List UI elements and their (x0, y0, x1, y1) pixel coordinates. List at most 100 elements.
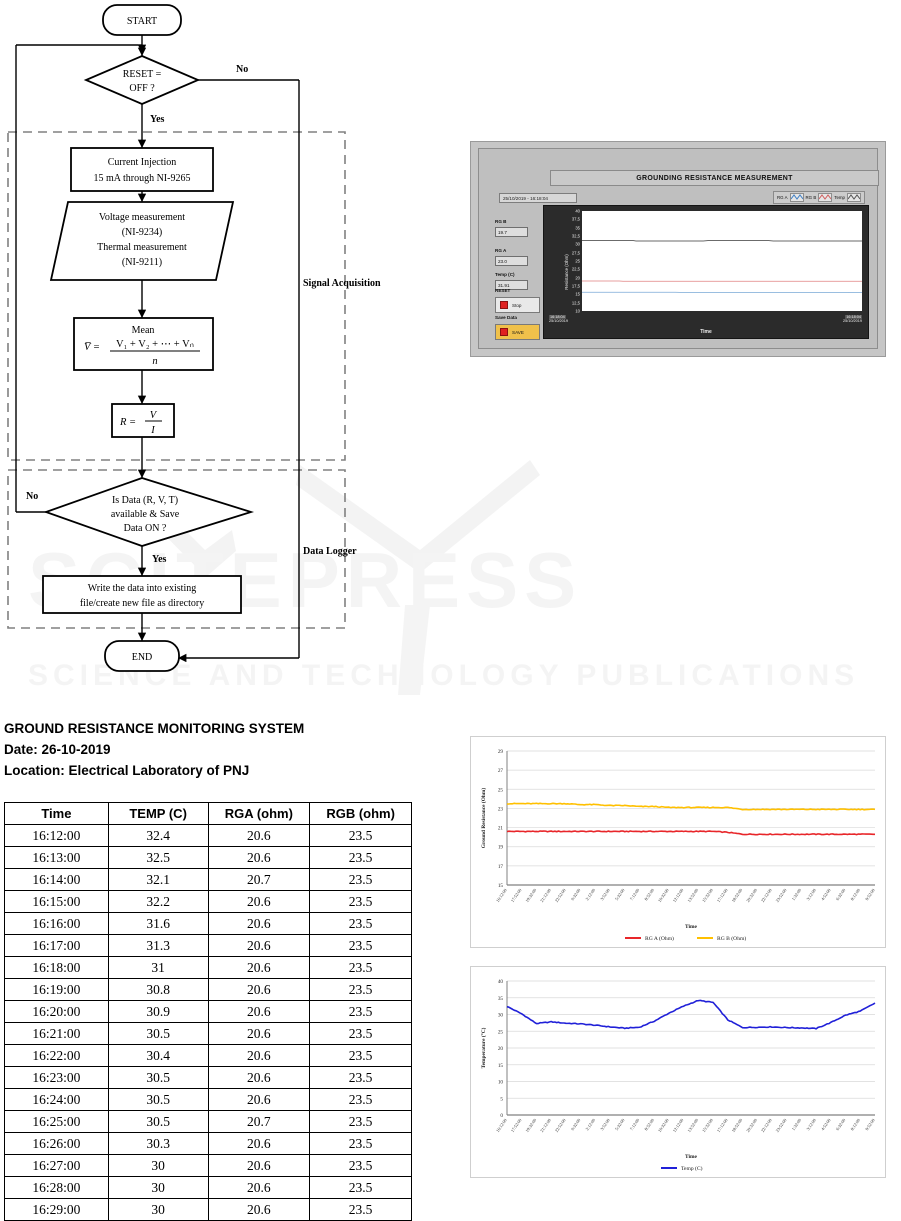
table-cell: 23.5 (309, 1088, 412, 1111)
table-cell: 23.5 (309, 846, 412, 869)
temp-svg-legend-0: Temp (C) (681, 1165, 703, 1172)
temp-svg-ytick: 15 (498, 1063, 504, 1069)
labview-chart-end-date: 25/10/2019 (842, 319, 862, 324)
res-svg-xtick: 2:12:00 (585, 888, 597, 902)
flowchart-end-node: END (104, 640, 180, 672)
res-svg-ytick: 15 (498, 883, 504, 889)
table-cell: 16:23:00 (4, 1066, 109, 1089)
table-cell: 31 (107, 956, 209, 979)
table-cell: 30.3 (107, 1132, 209, 1155)
labview-ytick-10: 15 (575, 291, 580, 297)
table-cell: 16:14:00 (4, 868, 109, 891)
labview-chart-end-timestamp: 16:18:04 25/10/2019 (842, 314, 862, 324)
temp-svg-xtick: 10:32:00 (657, 1118, 670, 1133)
table-row: 16:18:00 31 20.6 23.5 (4, 956, 412, 979)
table-cell: 32.1 (107, 868, 209, 891)
res-svg-xtick: 4:52:00 (820, 888, 832, 902)
flowchart-process-mean: Mean V̅ = V₁ + V₂ + ⋯ + Vₙ n (73, 317, 214, 371)
table-cell: 20.6 (207, 1176, 311, 1199)
table-cell: 16:22:00 (4, 1044, 109, 1067)
mean-numerator: V₁ + V₂ + ⋯ + Vₙ (116, 339, 194, 350)
report-title: GROUND RESISTANCE MONITORING SYSTEM (4, 721, 305, 736)
labview-ytick-7: 22,5 (571, 266, 580, 272)
decision-reset-line2: OFF ? (129, 83, 155, 94)
indicator-label-temp: Temp (C) (495, 272, 515, 277)
table-row: 16:21:00 30.5 20.6 23.5 (4, 1022, 412, 1045)
res-svg-ytick: 21 (498, 826, 504, 832)
temp-svg-ytick: 5 (500, 1096, 503, 1102)
labview-chart-plot-area: 40 37,5 35 32,5 30 27,5 25 22,5 20 17,5 … (572, 209, 863, 314)
measurement-data-table: Time TEMP (C) RGA (ohm) RGB (ohm) 16:12:… (4, 802, 412, 1221)
ground-resistance-chart: 15 17 19 21 23 25 27 29 16:12:00 17:52:00 19:32:00… (470, 736, 886, 948)
labview-ytick-5: 27,5 (571, 250, 580, 256)
indicator-value-rga: 23.0 (495, 256, 528, 266)
report-location: Location: Electrical Laboratory of PNJ (4, 763, 250, 778)
table-cell: 20.6 (207, 934, 311, 957)
mean-title: Mean (132, 325, 155, 336)
legend-style-rga-icon[interactable] (789, 193, 804, 202)
flowchart-io-measurement: Voltage measurement (NI-9234) Thermal me… (49, 201, 235, 281)
table-cell: 32.4 (107, 824, 209, 847)
save-data-group-label: Save Data (495, 315, 517, 320)
temp-svg-xtick: 23:52:00 (775, 1118, 788, 1133)
table-cell: 30.5 (107, 1066, 209, 1089)
temp-svg-xtick: 17:52:00 (510, 1118, 523, 1133)
table-cell: 20.6 (207, 890, 311, 913)
table-cell: 23.5 (309, 1132, 412, 1155)
temp-svg-xtick: 13:52:00 (686, 1118, 699, 1133)
res-svg-xtick: 16:12:00 (495, 888, 508, 903)
stop-button[interactable]: Stop (495, 297, 540, 313)
temp-svg-ytick: 30 (498, 1013, 504, 1019)
temp-svg-ytick: 10 (498, 1080, 504, 1086)
branch-label-no-2: No (26, 491, 38, 502)
current-injection-line1: Current Injection (108, 157, 177, 168)
temp-svg-xtick: 18:52:00 (730, 1118, 743, 1133)
table-cell: 16:25:00 (4, 1110, 109, 1133)
res-svg-xtick: 0:32:00 (570, 888, 582, 902)
decision-data-line3: Data ON ? (124, 523, 167, 534)
table-cell: 23.5 (309, 1066, 412, 1089)
labview-ytick-3: 32,5 (571, 233, 580, 239)
col-header-rgb: RGB (ohm) (309, 802, 412, 825)
temp-svg-xtick: 4:52:00 (820, 1118, 832, 1132)
labview-plot-legend[interactable]: RG A RG B Temp (773, 191, 865, 204)
temp-svg-xtick: 3:52:00 (599, 1118, 611, 1132)
table-body: 16:12:00 32.4 20.6 23.5 16:13:00 32.5 20.6 23.5… (4, 824, 412, 1221)
table-row: 16:13:00 32.5 20.6 23.5 (4, 846, 412, 869)
table-row: 16:27:00 30 20.6 23.5 (4, 1154, 412, 1177)
table-cell: 20.7 (207, 1110, 311, 1133)
table-cell: 31.3 (107, 934, 209, 957)
indicator-label-rga: RG A (495, 248, 507, 253)
write-line2: file/create new file as directory (80, 598, 204, 609)
flowchart-start-node: START (102, 4, 182, 36)
temp-svg-ytick: 25 (498, 1029, 504, 1035)
group-signal-acquisition-box (7, 131, 346, 461)
legend-style-temp-icon[interactable] (847, 193, 861, 202)
labview-ytick-9: 17,5 (571, 283, 580, 289)
table-cell: 32.2 (107, 890, 209, 913)
table-cell: 30.8 (107, 978, 209, 1001)
labview-panel-body: GROUNDING RESISTANCE MEASUREMENT 25/10/2… (478, 148, 879, 349)
temp-svg-xtick: 7:12:00 (629, 1118, 641, 1132)
temp-svg-xtick: 2:12:00 (585, 1118, 597, 1132)
branch-label-no-1: No (236, 64, 248, 75)
res-svg-ytick: 23 (498, 806, 504, 812)
labview-chart-start-time: 16:18:04 (549, 314, 566, 320)
temp-svg-xtick: 19:32:00 (524, 1118, 537, 1133)
temp-svg-xtick: 8:52:00 (643, 1118, 655, 1132)
group-label-signal-acquisition: Signal Acquisition (303, 278, 381, 289)
labview-chart-xlabel: Time (700, 329, 712, 335)
temp-svg-ytick: 0 (500, 1113, 503, 1119)
table-row: 16:24:00 30.5 20.6 23.5 (4, 1088, 412, 1111)
indicator-value-rgb: 19.7 (495, 227, 528, 237)
save-button[interactable]: SAVE (495, 324, 540, 340)
table-cell: 20.6 (207, 978, 311, 1001)
res-svg-series-1 (506, 802, 876, 811)
legend-label-rgb: RG B (805, 195, 817, 200)
table-cell: 23.5 (309, 1198, 412, 1221)
save-led-icon (500, 328, 508, 336)
legend-style-rgb-icon[interactable] (818, 193, 833, 202)
labview-waveform-chart[interactable]: Resistance (Ohm) 40 37,5 35 32,5 30 27,5… (543, 205, 869, 339)
table-cell: 23.5 (309, 1176, 412, 1199)
mean-lhs: V̅ = (84, 342, 100, 353)
